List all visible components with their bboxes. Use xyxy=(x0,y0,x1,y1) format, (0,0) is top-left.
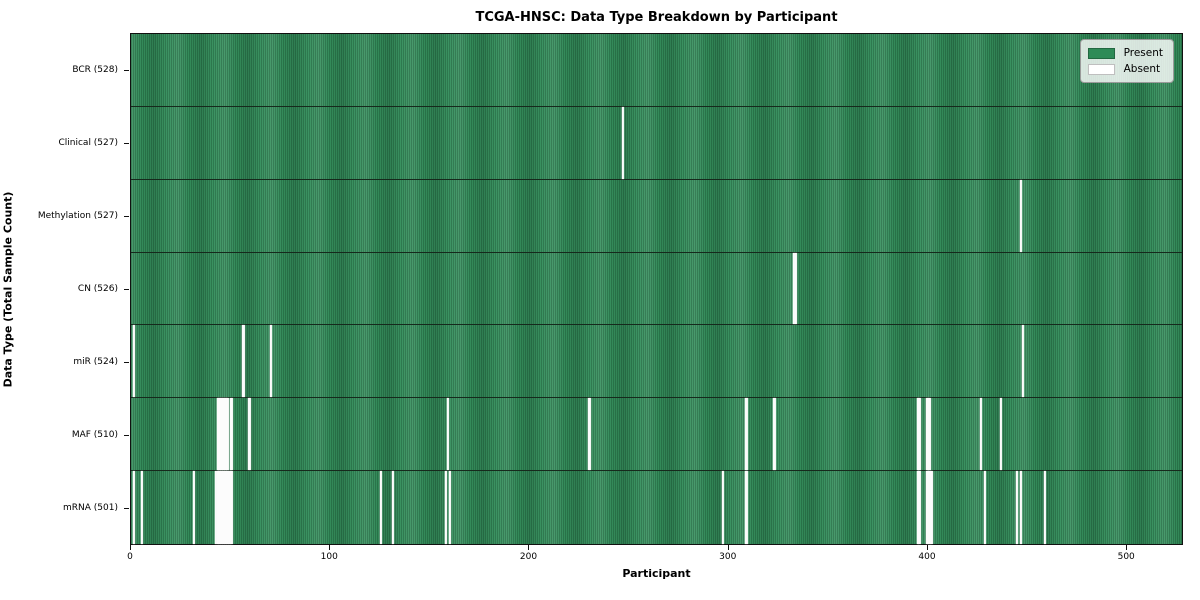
heatmap-row-cn xyxy=(131,252,1182,326)
absent-mark xyxy=(230,471,233,544)
absent-mark xyxy=(222,471,225,544)
heatmap-row-mir xyxy=(131,325,1182,399)
absent-mark xyxy=(918,471,921,544)
absent-mark xyxy=(218,471,221,544)
y-tick-label: miR (524) xyxy=(73,357,118,368)
absent-mark xyxy=(445,471,448,544)
absent-mark xyxy=(918,398,921,471)
absent-swatch-icon xyxy=(1087,63,1115,75)
absent-mark xyxy=(773,398,776,471)
x-tick-label: 500 xyxy=(1117,552,1135,562)
x-tick-mark xyxy=(130,545,131,550)
y-tick-mark xyxy=(124,362,129,364)
x-tick-label: 400 xyxy=(918,552,936,562)
y-tick-mark xyxy=(124,215,129,217)
x-tick-mark xyxy=(1126,545,1128,550)
absent-mark xyxy=(795,252,798,325)
absent-mark xyxy=(449,471,452,544)
x-tick-mark xyxy=(727,545,729,550)
y-tick-mark xyxy=(124,508,129,510)
heatmap-row-methylation xyxy=(131,179,1182,253)
x-tick-label: 100 xyxy=(320,552,338,562)
absent-mark xyxy=(999,398,1003,471)
x-tick-mark xyxy=(528,545,530,550)
chart-title: TCGA-HNSC: Data Type Breakdown by Partic… xyxy=(475,10,838,25)
absent-mark xyxy=(984,471,987,544)
absent-mark xyxy=(745,471,748,544)
legend-item-absent: Absent xyxy=(1087,61,1163,77)
absent-mark xyxy=(222,398,225,471)
legend: Present Absent xyxy=(1079,39,1174,83)
absent-mark xyxy=(622,106,625,179)
absent-mark xyxy=(1019,179,1022,252)
heatmap-row-clinical xyxy=(131,106,1182,180)
absent-mark xyxy=(248,398,251,471)
absent-mark xyxy=(220,398,223,471)
x-axis-label: Participant xyxy=(622,567,691,580)
y-tick-mark xyxy=(124,142,129,144)
y-tick-mark xyxy=(124,289,129,290)
heatmap-row-bcr xyxy=(131,34,1182,107)
absent-mark xyxy=(447,398,450,471)
y-tick-label: Clinical (527) xyxy=(58,137,118,148)
absent-mark xyxy=(588,398,591,471)
absent-mark xyxy=(216,471,219,544)
y-tick-label: MAF (510) xyxy=(71,430,118,441)
x-tick-label: 300 xyxy=(719,552,737,562)
absent-mark xyxy=(132,325,136,398)
absent-mark xyxy=(270,325,273,398)
absent-mark xyxy=(721,471,724,544)
heatmap: Present Absent xyxy=(130,33,1183,545)
absent-mark xyxy=(224,471,227,544)
y-tick-label: mRNA (501) xyxy=(63,503,118,514)
absent-mark xyxy=(980,398,983,471)
absent-mark xyxy=(916,471,919,544)
absent-mark xyxy=(930,471,933,544)
absent-mark xyxy=(226,398,229,471)
x-tick-mark xyxy=(329,545,331,550)
x-axis: 0 100 200 300 400 500 xyxy=(127,545,1183,571)
absent-mark xyxy=(218,398,221,471)
absent-mark xyxy=(1021,325,1024,398)
absent-mark xyxy=(228,471,231,544)
x-tick-label: 200 xyxy=(519,552,538,562)
absent-mark xyxy=(226,471,229,544)
absent-mark xyxy=(1043,471,1046,544)
absent-mark xyxy=(793,252,796,325)
y-axis: BCR (528) Clinical (527) Methylation (527)… xyxy=(0,33,130,545)
x-tick-mark xyxy=(926,545,928,550)
present-swatch-icon xyxy=(1087,47,1115,59)
absent-mark xyxy=(230,398,233,471)
absent-mark xyxy=(216,398,219,471)
y-tick-label: Methylation (527) xyxy=(37,210,118,221)
absent-mark xyxy=(140,471,144,544)
absent-mark xyxy=(926,398,929,471)
absent-mark xyxy=(928,471,931,544)
absent-mark xyxy=(1015,471,1019,544)
absent-mark xyxy=(192,471,195,544)
absent-mark xyxy=(224,398,227,471)
absent-mark xyxy=(242,325,245,398)
absent-mark xyxy=(926,471,929,544)
y-tick-mark xyxy=(124,435,129,437)
absent-mark xyxy=(379,471,382,544)
absent-mark xyxy=(916,398,919,471)
absent-mark xyxy=(132,471,136,544)
y-tick-mark xyxy=(124,69,129,71)
absent-mark xyxy=(928,398,931,471)
absent-mark xyxy=(1019,471,1022,544)
y-tick-label: BCR (528) xyxy=(72,64,118,75)
absent-mark xyxy=(220,471,223,544)
absent-mark xyxy=(745,398,748,471)
absent-mark xyxy=(214,471,217,544)
legend-label-absent: Absent xyxy=(1123,63,1161,75)
x-tick-label: 0 xyxy=(127,552,133,562)
heatmap-row-mrna xyxy=(131,471,1182,544)
legend-label-present: Present xyxy=(1123,47,1163,59)
heatmap-row-maf xyxy=(131,398,1182,472)
absent-mark xyxy=(391,471,394,544)
legend-item-present: Present xyxy=(1087,45,1163,61)
y-tick-label: CN (526) xyxy=(77,284,118,294)
